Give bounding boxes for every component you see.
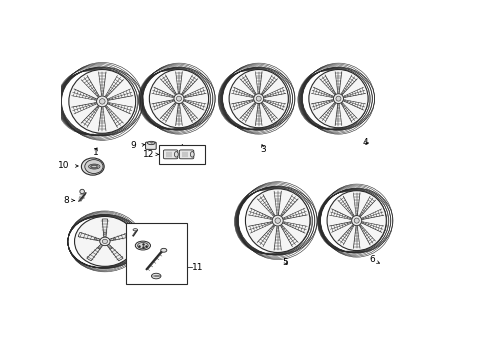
Text: 8: 8 (64, 196, 70, 205)
Ellipse shape (74, 216, 135, 266)
Text: 12: 12 (143, 150, 155, 159)
FancyBboxPatch shape (163, 150, 178, 159)
Text: 2: 2 (181, 145, 186, 154)
Ellipse shape (245, 189, 310, 252)
Ellipse shape (69, 69, 136, 133)
Bar (159, 145, 205, 164)
Ellipse shape (85, 159, 103, 174)
Ellipse shape (256, 96, 261, 101)
FancyBboxPatch shape (146, 142, 156, 149)
Ellipse shape (80, 189, 84, 194)
Text: 1: 1 (93, 148, 98, 157)
Ellipse shape (98, 247, 100, 249)
Ellipse shape (133, 229, 138, 231)
Ellipse shape (100, 237, 110, 246)
Text: 5: 5 (282, 258, 288, 267)
Ellipse shape (161, 248, 167, 252)
Ellipse shape (327, 191, 386, 251)
FancyBboxPatch shape (179, 150, 194, 159)
Text: 6: 6 (370, 256, 380, 265)
Text: 9: 9 (131, 141, 136, 150)
Ellipse shape (135, 241, 150, 250)
Ellipse shape (102, 239, 107, 243)
Ellipse shape (89, 164, 100, 169)
Ellipse shape (275, 218, 280, 223)
Text: 10: 10 (58, 162, 70, 171)
Ellipse shape (138, 243, 148, 249)
Ellipse shape (113, 238, 115, 240)
Ellipse shape (174, 94, 184, 104)
Text: 7: 7 (112, 243, 120, 253)
Text: 4: 4 (362, 139, 368, 148)
Text: 3: 3 (260, 145, 266, 154)
Ellipse shape (97, 96, 108, 107)
Ellipse shape (110, 247, 112, 249)
Ellipse shape (254, 94, 264, 104)
Ellipse shape (352, 216, 362, 226)
Ellipse shape (229, 69, 288, 128)
Ellipse shape (151, 273, 161, 279)
Ellipse shape (309, 69, 368, 128)
Ellipse shape (272, 215, 283, 226)
Polygon shape (87, 244, 102, 261)
Ellipse shape (354, 218, 359, 223)
Polygon shape (110, 232, 132, 241)
Polygon shape (102, 219, 108, 237)
Ellipse shape (95, 238, 97, 240)
Ellipse shape (336, 96, 341, 101)
Ellipse shape (149, 69, 209, 128)
Ellipse shape (81, 158, 104, 175)
Ellipse shape (190, 152, 194, 157)
Text: 11: 11 (192, 263, 204, 272)
Polygon shape (107, 244, 123, 261)
Ellipse shape (147, 141, 155, 145)
Ellipse shape (104, 233, 106, 234)
Polygon shape (78, 232, 100, 241)
Ellipse shape (176, 96, 181, 101)
Ellipse shape (174, 152, 178, 157)
Bar (126, 223, 187, 284)
Ellipse shape (99, 99, 105, 104)
Ellipse shape (333, 94, 343, 104)
